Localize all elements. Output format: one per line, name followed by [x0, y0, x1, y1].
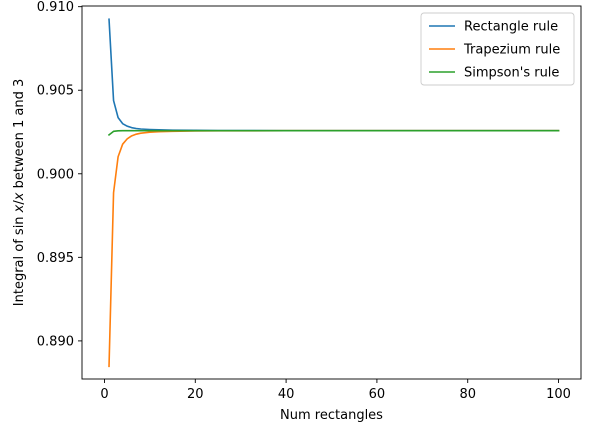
x-axis: 0 20 40 60 80 100: [100, 379, 571, 402]
x-axis-label: Num rectangles: [280, 408, 383, 423]
x-tick-label: 60: [369, 387, 386, 402]
x-tick-label: 0: [100, 387, 108, 402]
x-tick-label: 20: [187, 387, 204, 402]
legend-label: Trapezium rule: [463, 43, 560, 58]
plot-area: [81, 5, 582, 380]
y-tick-label: 0.895: [37, 251, 74, 266]
x-tick-label: 80: [459, 387, 476, 402]
series-layer: [107, 18, 560, 368]
y-tick-label: 0.890: [37, 334, 74, 349]
legend-label: Rectangle rule: [464, 20, 558, 35]
y-axis-label: Integral of sin x/x between 1 and 3: [12, 79, 27, 306]
y-tick-label: 0.910: [37, 0, 74, 15]
x-tick-label: 100: [546, 387, 571, 402]
legend-label: Simpson's rule: [464, 66, 559, 81]
legend: Rectangle rule Trapezium rule Simpson's ru…: [420, 12, 575, 86]
y-axis: 0.890 0.895 0.900 0.905 0.910: [37, 0, 82, 349]
axes-frame: [81, 5, 582, 380]
x-tick-label: 40: [278, 387, 295, 402]
legend-box: [420, 12, 575, 86]
series-line: [107, 129, 560, 136]
y-tick-label: 0.900: [37, 167, 74, 182]
y-tick-label: 0.905: [37, 84, 74, 99]
